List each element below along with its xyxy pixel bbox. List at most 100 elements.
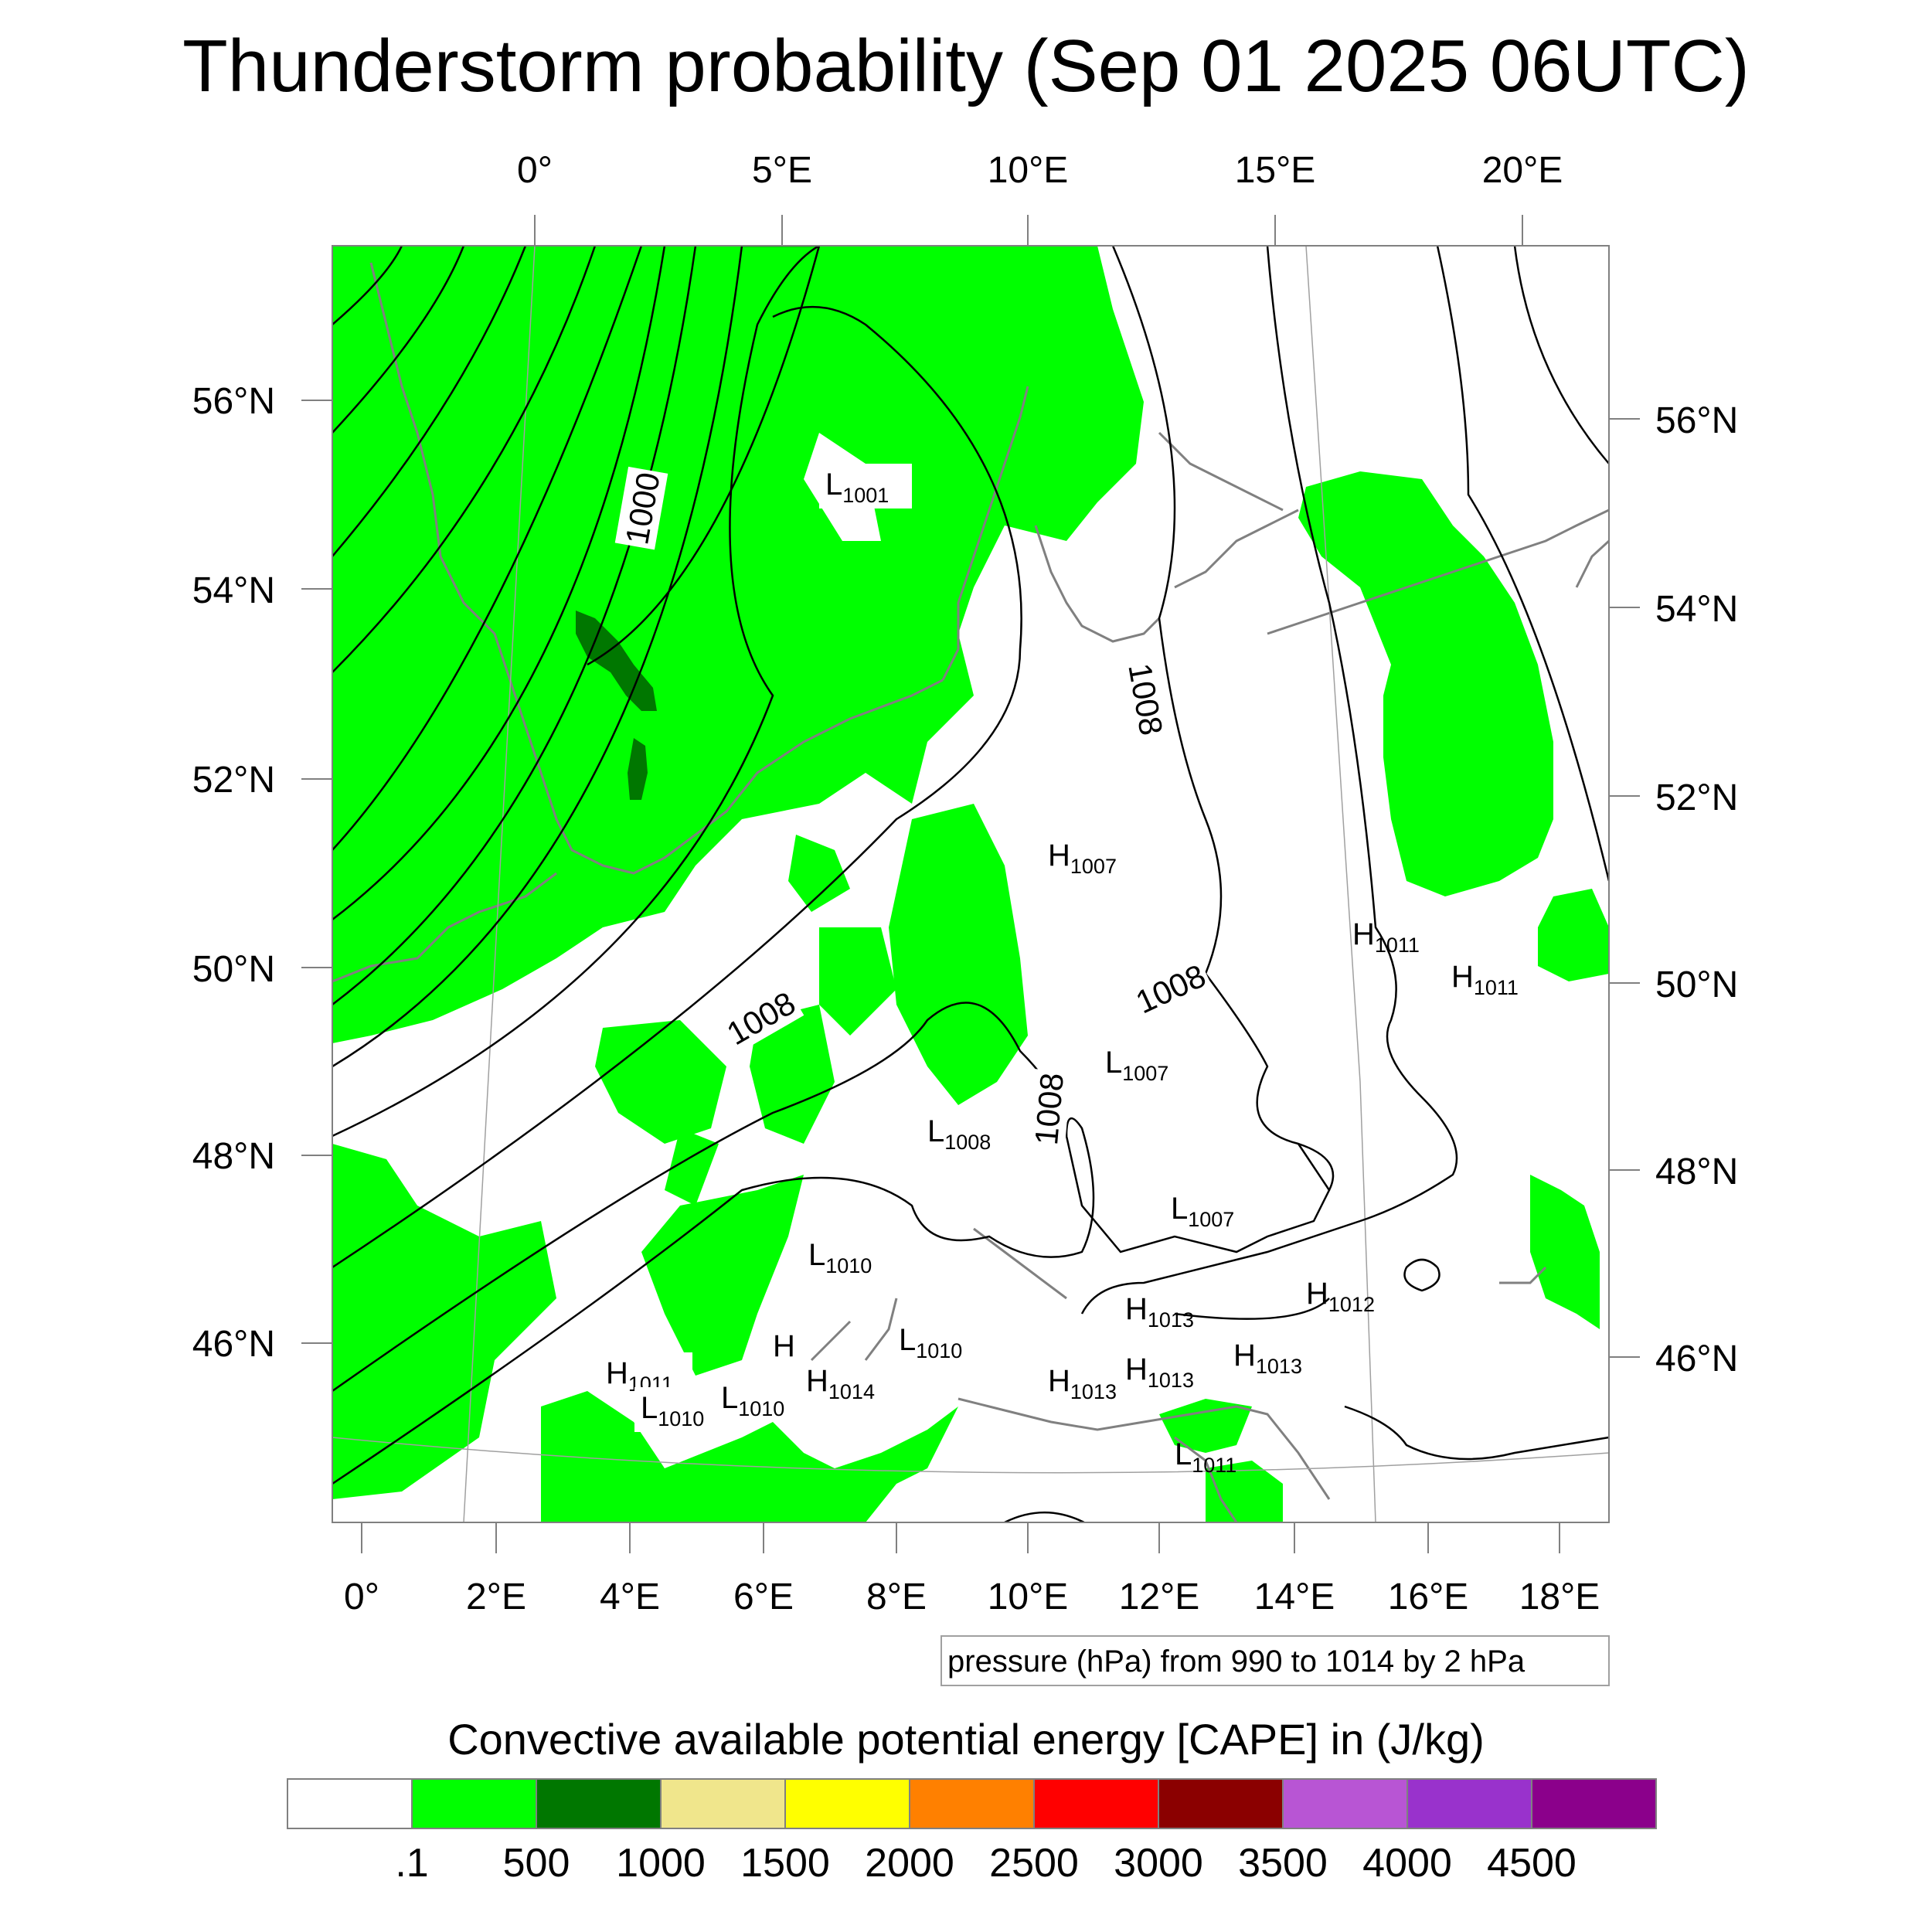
pressure-center: H1013 bbox=[1233, 1338, 1302, 1378]
pressure-center: L1007 bbox=[1171, 1192, 1234, 1231]
coastlines bbox=[332, 262, 1609, 1522]
top-axis-label: 0° bbox=[517, 150, 553, 191]
bottom-axis-labels: 0° 2°E 4°E 6°E 8°E 10°E 12°E 14°E 16°E 1… bbox=[344, 1577, 1600, 1617]
colorbar-label: 2500 bbox=[989, 1841, 1079, 1886]
right-axis-labels: 56°N 54°N 52°N 50°N 48°N 46°N bbox=[1655, 400, 1738, 1379]
pressure-center: L1008 bbox=[927, 1114, 991, 1154]
top-axis-label: 5°E bbox=[752, 150, 812, 191]
map-frame bbox=[332, 245, 1610, 1523]
colorbar-labels: .1 500 1000 1500 2000 2500 3000 3500 4000 4500 bbox=[395, 1841, 1577, 1886]
svg-text:H1011: H1011 bbox=[1352, 917, 1420, 957]
pressure-center: H1013 bbox=[1048, 1364, 1117, 1403]
svg-text:L1001: L1001 bbox=[825, 468, 889, 507]
pressure-center: L1001 bbox=[819, 464, 912, 509]
left-axis-label: 48°N bbox=[192, 1136, 275, 1177]
colorbar-title: Convective available potential energy [C… bbox=[447, 1715, 1485, 1764]
contour-note: pressure (hPa) from 990 to 1014 by 2 hPa bbox=[940, 1635, 1610, 1686]
pressure-center: H1013 bbox=[1125, 1352, 1194, 1392]
colorbar-label: 1000 bbox=[616, 1841, 706, 1886]
bottom-axis-label: 2°E bbox=[466, 1577, 526, 1617]
svg-text:L1008: L1008 bbox=[927, 1114, 991, 1154]
svg-text:H1012: H1012 bbox=[1306, 1277, 1375, 1316]
tick-marks bbox=[301, 215, 1640, 1553]
colorbar-swatch bbox=[1158, 1778, 1284, 1829]
colorbar-swatch bbox=[287, 1778, 413, 1829]
left-axis-labels: 56°N 54°N 52°N 50°N 48°N 46°N bbox=[192, 381, 275, 1365]
svg-text:H1013: H1013 bbox=[1048, 1364, 1117, 1403]
bottom-axis-label: 18°E bbox=[1519, 1577, 1600, 1617]
colorbar-label: 3500 bbox=[1238, 1841, 1328, 1886]
colorbar-swatch bbox=[1282, 1778, 1408, 1829]
map-title: Thunderstorm probability (Sep 01 2025 06… bbox=[182, 25, 1750, 107]
isobar-label: 1008 bbox=[1028, 1071, 1070, 1146]
pressure-center: L1010 bbox=[715, 1377, 808, 1422]
pressure-centers: L1001 H1007 H1011 H1011 L1007 L1008 L100… bbox=[600, 464, 1519, 1477]
svg-text:H1011: H1011 bbox=[1451, 960, 1519, 999]
top-axis-label: 15°E bbox=[1235, 150, 1316, 191]
colorbar-swatch bbox=[411, 1778, 537, 1829]
colorbar-label: .1 bbox=[395, 1841, 428, 1886]
right-axis-label: 50°N bbox=[1655, 964, 1738, 1005]
colorbar-label: 3000 bbox=[1114, 1841, 1203, 1886]
svg-text:L1007: L1007 bbox=[1105, 1046, 1168, 1085]
colorbar-label: 4000 bbox=[1362, 1841, 1452, 1886]
colorbar-label: 1500 bbox=[740, 1841, 830, 1886]
svg-text:L1010: L1010 bbox=[721, 1381, 784, 1420]
bottom-axis-label: 10°E bbox=[988, 1577, 1069, 1617]
svg-text:H1007: H1007 bbox=[1048, 838, 1117, 878]
pressure-center: H1007 bbox=[1048, 838, 1117, 878]
isobar-labels: 1000 1008 1008 1008 1008 bbox=[614, 466, 1214, 1149]
colorbar-label: 500 bbox=[503, 1841, 570, 1886]
svg-text:L1010: L1010 bbox=[899, 1323, 962, 1362]
svg-text:H1013: H1013 bbox=[1233, 1338, 1302, 1378]
pressure-center: H1012 bbox=[1306, 1277, 1375, 1316]
colorbar-swatch bbox=[536, 1778, 662, 1829]
svg-text:L1011: L1011 bbox=[1175, 1437, 1236, 1477]
colorbar-swatch bbox=[1531, 1778, 1657, 1829]
colorbar-swatch bbox=[909, 1778, 1035, 1829]
left-axis-label: 50°N bbox=[192, 949, 275, 990]
pressure-center: H1014 bbox=[806, 1364, 875, 1403]
left-axis-label: 56°N bbox=[192, 381, 275, 422]
colorbar-swatch bbox=[1033, 1778, 1159, 1829]
pressure-center: H1011 bbox=[1451, 960, 1519, 999]
colorbar-label: 4500 bbox=[1487, 1841, 1577, 1886]
pressure-center: L1007 bbox=[1105, 1046, 1168, 1085]
colorbar-label: 2000 bbox=[865, 1841, 954, 1886]
contour-note-text: pressure (hPa) from 990 to 1014 by 2 hPa bbox=[947, 1645, 1526, 1679]
svg-text:H: H bbox=[773, 1329, 795, 1363]
pressure-center: L1011 bbox=[1175, 1437, 1236, 1477]
left-axis-label: 46°N bbox=[192, 1324, 275, 1365]
right-axis-label: 48°N bbox=[1655, 1151, 1738, 1192]
colorbar-swatch bbox=[1406, 1778, 1532, 1829]
cape-shading bbox=[332, 246, 1609, 1522]
pressure-center: H bbox=[773, 1329, 795, 1363]
cape-dark-shading bbox=[576, 611, 657, 800]
top-axis-label: 20°E bbox=[1482, 150, 1563, 191]
svg-text:H1013: H1013 bbox=[1125, 1292, 1194, 1332]
pressure-center: L1010 bbox=[634, 1387, 727, 1432]
left-axis-label: 54°N bbox=[192, 570, 275, 611]
bottom-axis-label: 16°E bbox=[1388, 1577, 1469, 1617]
colorbar-swatch bbox=[660, 1778, 786, 1829]
pressure-center: L1010 bbox=[899, 1323, 962, 1362]
bottom-axis-label: 0° bbox=[344, 1577, 379, 1617]
bottom-axis-label: 4°E bbox=[600, 1577, 660, 1617]
right-axis-label: 54°N bbox=[1655, 589, 1738, 630]
map-panel bbox=[332, 246, 1609, 1522]
svg-text:H1014: H1014 bbox=[806, 1364, 875, 1403]
top-axis-labels: 0° 5°E 10°E 15°E 20°E bbox=[517, 150, 1563, 191]
right-axis-label: 52°N bbox=[1655, 777, 1738, 818]
left-axis-label: 52°N bbox=[192, 760, 275, 801]
colorbar-swatch bbox=[784, 1778, 910, 1829]
top-axis-label: 10°E bbox=[988, 150, 1069, 191]
svg-text:L1007: L1007 bbox=[1171, 1192, 1234, 1231]
right-axis-label: 46°N bbox=[1655, 1338, 1738, 1379]
bottom-axis-label: 12°E bbox=[1119, 1577, 1200, 1617]
svg-text:H1013: H1013 bbox=[1125, 1352, 1194, 1392]
isobars bbox=[332, 246, 1609, 1522]
pressure-center: L1010 bbox=[808, 1238, 872, 1277]
svg-text:L1010: L1010 bbox=[808, 1238, 872, 1277]
right-axis-label: 56°N bbox=[1655, 400, 1738, 441]
pressure-center: H1011 bbox=[1352, 917, 1420, 957]
